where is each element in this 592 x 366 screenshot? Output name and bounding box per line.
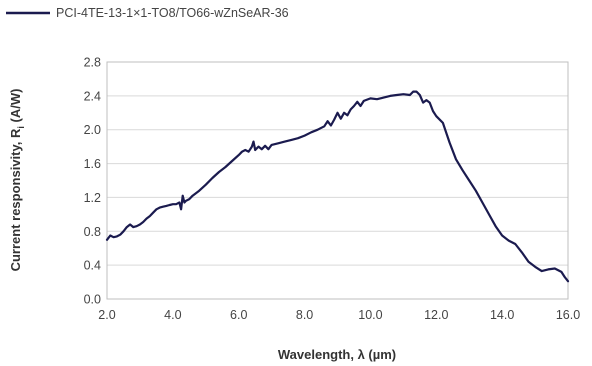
legend-label: PCI-4TE-13-1×1-TO8/TO66-wZnSeAR-36	[56, 6, 289, 20]
x-tick-label: 10.0	[358, 308, 382, 322]
y-tick-label: 0.4	[84, 259, 101, 273]
x-tick-label: 6.0	[230, 308, 247, 322]
y-tick-label: 2.0	[84, 123, 101, 137]
y-axis-title-subscript: i	[16, 126, 26, 129]
y-tick-label: 2.4	[84, 89, 101, 103]
series-line	[105, 90, 570, 283]
y-tick-label: 1.6	[84, 157, 101, 171]
x-tick-label: 4.0	[164, 308, 181, 322]
y-tick-label: 0.8	[84, 225, 101, 239]
x-axis-title: Wavelength, λ (µm)	[278, 347, 396, 362]
y-axis-title-unit: (A/W)	[8, 89, 23, 127]
x-tick-label: 14.0	[490, 308, 514, 322]
x-tick-label: 2.0	[98, 308, 115, 322]
x-tick-labels: 2.0 4.0 6.0 8.0 10.0 12.0 14.0 16.0	[98, 308, 580, 322]
x-tick-label: 16.0	[556, 308, 580, 322]
x-tick-label: 12.0	[424, 308, 448, 322]
legend: PCI-4TE-13-1×1-TO8/TO66-wZnSeAR-36	[6, 6, 289, 20]
y-tick-label: 1.2	[84, 191, 101, 205]
y-tick-labels: 0.0 0.4 0.8 1.2 1.6 2.0 2.4 2.8	[84, 56, 101, 307]
y-tick-label: 2.8	[84, 56, 101, 70]
plot-frame	[106, 61, 569, 300]
grid	[107, 95, 568, 266]
y-axis-title: Current responsivity, Ri (A/W)	[8, 89, 26, 272]
x-tick-label: 8.0	[296, 308, 313, 322]
y-tick-label: 0.0	[84, 293, 101, 307]
y-axis-title-main: Current responsivity, R	[8, 128, 23, 271]
